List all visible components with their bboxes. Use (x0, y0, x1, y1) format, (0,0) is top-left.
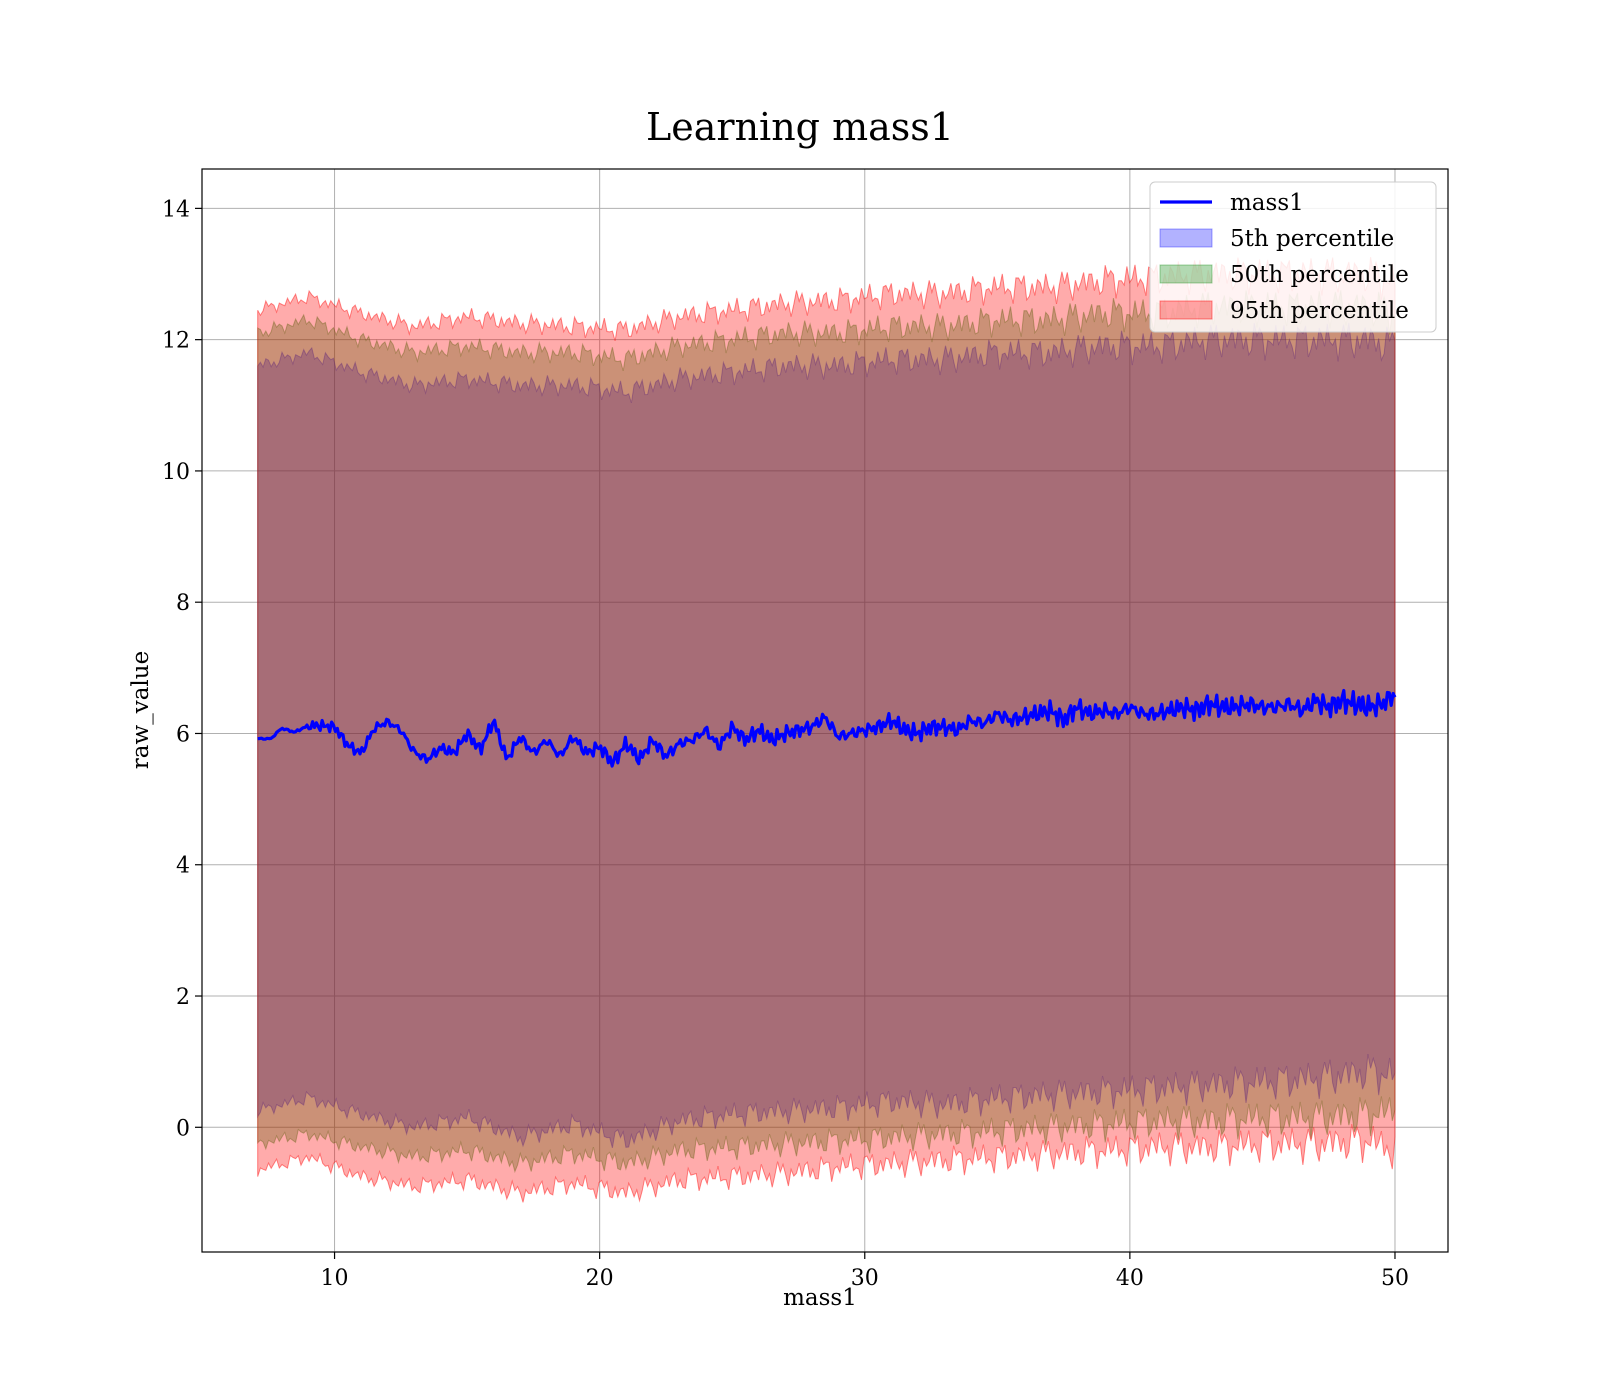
x-tick-label: 50 (1381, 1266, 1409, 1291)
legend-label-2: 50th percentile (1230, 262, 1409, 288)
y-tick-label: 8 (176, 591, 190, 616)
legend-box (1149, 181, 1437, 333)
y-axis-ticks: 0 2 4 6 8 10 12 14 (162, 197, 202, 1141)
x-axis-label: mass1 (783, 1285, 857, 1311)
mass1-line-path (257, 688, 1397, 768)
legend-swatch-1 (1159, 228, 1213, 248)
5th-percentile-band (257, 322, 1396, 1149)
y-tick-label: 2 (176, 985, 190, 1010)
legend-label-3: 95th percentile (1230, 298, 1409, 324)
percentile-bands (257, 257, 1396, 1203)
chart-title: Learning mass1 (646, 105, 954, 149)
y-tick-label: 6 (176, 722, 190, 747)
legend-swatch-2 (1159, 264, 1213, 284)
legend: mass1 5th percentile 50th percentile 95th p… (1149, 181, 1437, 333)
y-tick-label: 14 (162, 197, 190, 222)
x-tick-label: 20 (586, 1266, 614, 1291)
x-tick-label: 40 (1116, 1266, 1144, 1291)
y-tick-label: 0 (176, 1116, 190, 1141)
y-tick-label: 12 (162, 329, 190, 354)
legend-label-1: 5th percentile (1230, 226, 1394, 252)
y-tick-label: 10 (162, 460, 190, 485)
x-tick-label: 30 (851, 1266, 879, 1291)
plot-area-frame (201, 168, 1449, 1253)
x-axis-ticks: 10 20 30 40 50 (321, 1252, 1409, 1291)
50th-percentile-band (257, 290, 1396, 1174)
legend-swatch-3 (1159, 300, 1213, 320)
y-tick-label: 4 (176, 854, 190, 879)
mass1-line (257, 688, 1397, 768)
legend-label-0: mass1 (1230, 190, 1304, 216)
x-tick-label: 10 (321, 1266, 349, 1291)
y-axis-label: raw_value (128, 651, 154, 769)
95th-percentile-band (257, 257, 1396, 1203)
